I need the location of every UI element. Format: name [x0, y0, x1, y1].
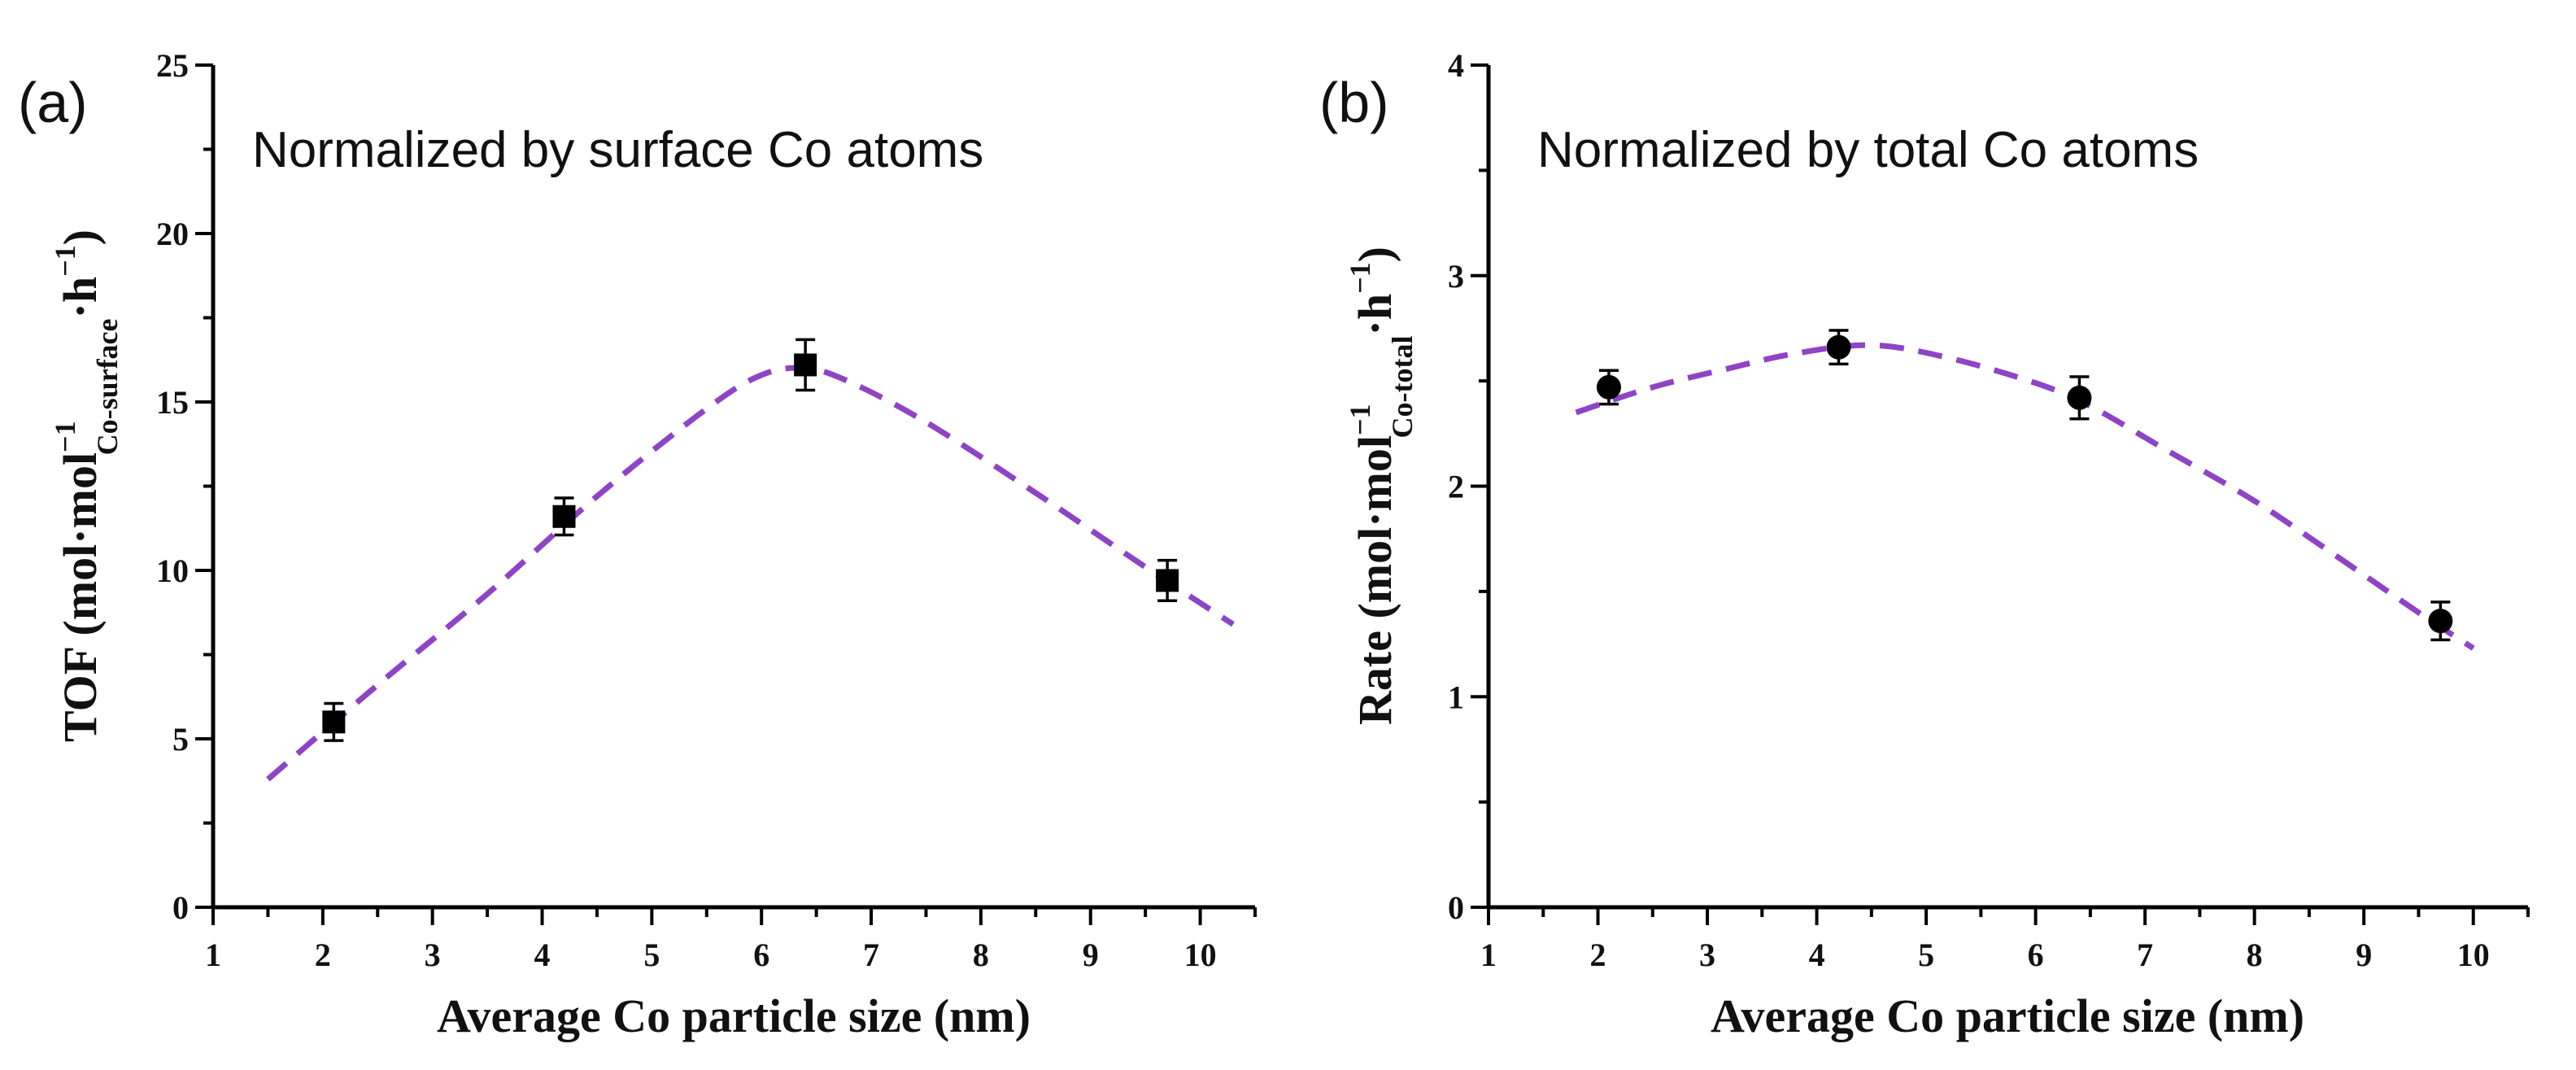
- x-tick-label: 10: [2457, 937, 2490, 973]
- y-title-a-end: ): [54, 229, 107, 245]
- panel-b: (b) Normalized by total Co atoms 1 2 3 4 5 6 7…: [1319, 47, 2530, 1042]
- y-tick-label: 2: [1448, 469, 1464, 505]
- data-point: [552, 496, 576, 537]
- y-tick-label: 15: [156, 384, 189, 421]
- y-tick-label: 4: [1448, 47, 1464, 84]
- y-title-b-sub: Co-total: [1386, 336, 1419, 439]
- fit-curve: [266, 365, 1235, 782]
- x-tick-label: 8: [2247, 937, 2263, 973]
- x-tick-label: 4: [1809, 937, 1825, 973]
- data-point: [1156, 558, 1179, 603]
- circle-marker: [1826, 334, 1851, 360]
- circle-marker: [1596, 374, 1621, 400]
- x-tick-label: 2: [315, 937, 331, 973]
- panel-label-a: (a): [18, 71, 88, 134]
- data-point: [2067, 375, 2092, 421]
- circle-marker: [2428, 609, 2453, 634]
- y-tick-label: 5: [172, 721, 189, 758]
- y-tick-label: 25: [156, 47, 189, 84]
- y-title-b-sup2: −1: [1344, 262, 1376, 294]
- x-tick-label: 3: [1699, 937, 1715, 973]
- y-axis-title-b: Rate (mol·mol−1 Co-total·h−1): [1344, 247, 1419, 725]
- x-tick-label: 1: [1480, 937, 1497, 973]
- y-axis-title-a: TOF (mol·mol−1 Co-surface·h−1): [49, 229, 124, 742]
- x-tick-label: 6: [753, 937, 769, 973]
- axes-frame-b: [1486, 65, 2528, 910]
- square-marker: [552, 504, 576, 528]
- y-title-b-mid: ·h: [1349, 294, 1401, 336]
- y-title-a-sup2: −1: [49, 245, 81, 277]
- y-title-b-main: Rate (mol·mol: [1349, 435, 1401, 725]
- fit-a: [266, 365, 1235, 782]
- y-title-a-mid: ·h: [54, 277, 107, 319]
- y-title-a-sup1: −1: [49, 421, 81, 452]
- y-tick-label: 10: [156, 552, 189, 589]
- square-marker: [1156, 569, 1179, 592]
- y-tick-label: 0: [1448, 889, 1464, 926]
- x-tick-label: 5: [1918, 937, 1934, 973]
- y-tick-label: 1: [1448, 679, 1464, 715]
- data-point: [794, 338, 817, 392]
- y-tick-label: 3: [1448, 258, 1464, 295]
- x-tick-label: 1: [205, 937, 221, 973]
- data-point: [1596, 369, 1621, 406]
- square-marker: [794, 353, 817, 377]
- panel-a: (a) Normalized by surface Co atoms 1 2 3 4 5…: [18, 47, 1257, 1042]
- points-a: [322, 338, 1179, 742]
- data-point: [322, 701, 346, 742]
- circle-marker: [2067, 385, 2092, 410]
- y-tick-label: 0: [172, 889, 189, 926]
- annotation-a: Normalized by surface Co atoms: [252, 122, 983, 178]
- y-title-a-main: TOF (mol·mol: [54, 452, 107, 742]
- fit-b: [1575, 342, 2475, 651]
- square-marker: [322, 710, 346, 734]
- x-tick-label: 10: [1184, 937, 1217, 973]
- y-title-a-sub: Co-surface: [91, 318, 124, 455]
- y-tick-label: 20: [156, 216, 189, 252]
- points-b: [1596, 329, 2453, 642]
- x-tick-label: 7: [863, 937, 879, 973]
- x-axis-title-b: Average Co particle size (nm): [1711, 989, 2304, 1042]
- x-tick-label: 6: [2028, 937, 2044, 973]
- x-tick-label: 9: [1083, 937, 1099, 973]
- x-axis-title-a: Average Co particle size (nm): [437, 989, 1031, 1042]
- data-point: [1826, 329, 1851, 366]
- x-tick-label: 4: [534, 937, 551, 973]
- x-tick-label: 5: [643, 937, 660, 973]
- x-tick-label: 2: [1590, 937, 1606, 973]
- panel-label-b: (b): [1319, 71, 1389, 134]
- y-title-b-sup1: −1: [1344, 404, 1376, 435]
- axes-frame-a: [211, 65, 1255, 910]
- x-tick-label: 3: [425, 937, 441, 973]
- x-tick-label: 8: [973, 937, 989, 973]
- data-point: [2428, 601, 2453, 642]
- x-tick-label: 7: [2137, 937, 2153, 973]
- ticks-a: 1 2 3 4 5 6 7 8 9 10 0 5 10 15 20 25: [156, 47, 1257, 973]
- annotation-b: Normalized by total Co atoms: [1537, 122, 2199, 178]
- fit-curve: [1575, 342, 2475, 651]
- y-title-b-end: ): [1349, 247, 1401, 262]
- x-tick-label: 9: [2356, 937, 2372, 973]
